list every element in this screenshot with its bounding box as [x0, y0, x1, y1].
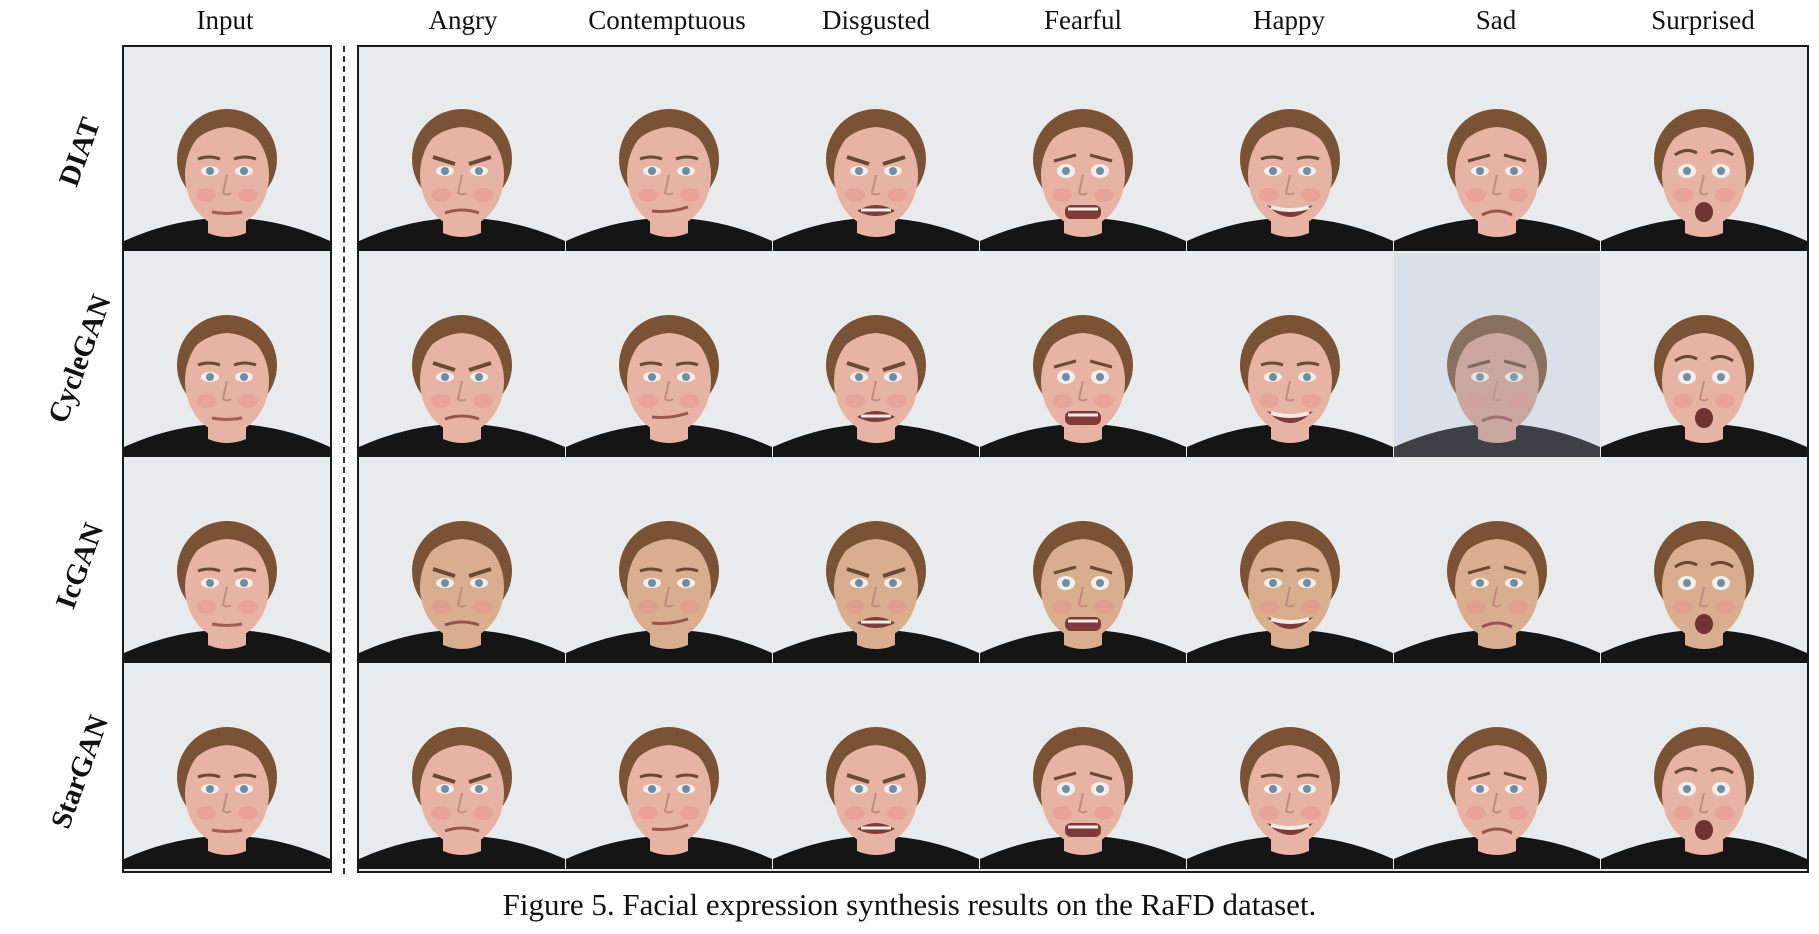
column-header-angry: Angry [428, 5, 498, 35]
face-image-diat-contemptuous [566, 47, 772, 251]
face-image-cyclegan-happy [1187, 253, 1393, 457]
face-image-stargan-contemptuous [566, 665, 772, 869]
face-image-icgan-contemptuous [566, 459, 772, 663]
face-image-cyclegan-disgusted [773, 253, 979, 457]
face-image-icgan-happy [1187, 459, 1393, 663]
face-image-diat-fearful [980, 47, 1186, 251]
face-image-cyclegan-surprised [1601, 253, 1807, 457]
column-header-fearful: Fearful [1044, 5, 1122, 35]
face-image-diat-disgusted [773, 47, 979, 251]
face-image-diat-surprised [1601, 47, 1807, 251]
column-header-disgusted: Disgusted [822, 5, 930, 35]
face-image-diat-input [124, 47, 330, 251]
figure-caption: Figure 5. Facial expression synthesis re… [502, 887, 1317, 922]
dash-dot-divider [343, 46, 345, 874]
column-header-surprised: Surprised [1651, 5, 1755, 35]
row-label-diat: DIAT [52, 113, 108, 191]
face-image-stargan-sad [1394, 665, 1600, 869]
row-label-icgan: IcGAN [49, 518, 111, 614]
face-image-cyclegan-sad [1394, 253, 1600, 457]
face-image-diat-angry [359, 47, 565, 251]
face-image-stargan-angry [359, 665, 565, 869]
face-image-icgan-surprised [1601, 459, 1807, 663]
face-image-icgan-angry [359, 459, 565, 663]
face-image-cyclegan-input [124, 253, 330, 457]
row-label-cyclegan: CycleGAN [42, 290, 118, 428]
face-image-icgan-fearful [980, 459, 1186, 663]
column-header-contemptuous: Contemptuous [588, 5, 746, 35]
face-image-stargan-happy [1187, 665, 1393, 869]
row-label-stargan: StarGAN [44, 711, 116, 833]
face-image-stargan-surprised [1601, 665, 1807, 869]
face-image-diat-sad [1394, 47, 1600, 251]
face-image-stargan-fearful [980, 665, 1186, 869]
face-image-icgan-disgusted [773, 459, 979, 663]
face-image-stargan-disgusted [773, 665, 979, 869]
face-image-icgan-input [124, 459, 330, 663]
column-header-input: Input [196, 5, 254, 35]
column-header-happy: Happy [1253, 5, 1325, 35]
face-image-cyclegan-angry [359, 253, 565, 457]
face-image-stargan-input [124, 665, 330, 869]
face-image-diat-happy [1187, 47, 1393, 251]
column-header-sad: Sad [1475, 5, 1517, 35]
face-image-cyclegan-fearful [980, 253, 1186, 457]
face-image-cyclegan-contemptuous [566, 253, 772, 457]
face-image-icgan-sad [1394, 459, 1600, 663]
